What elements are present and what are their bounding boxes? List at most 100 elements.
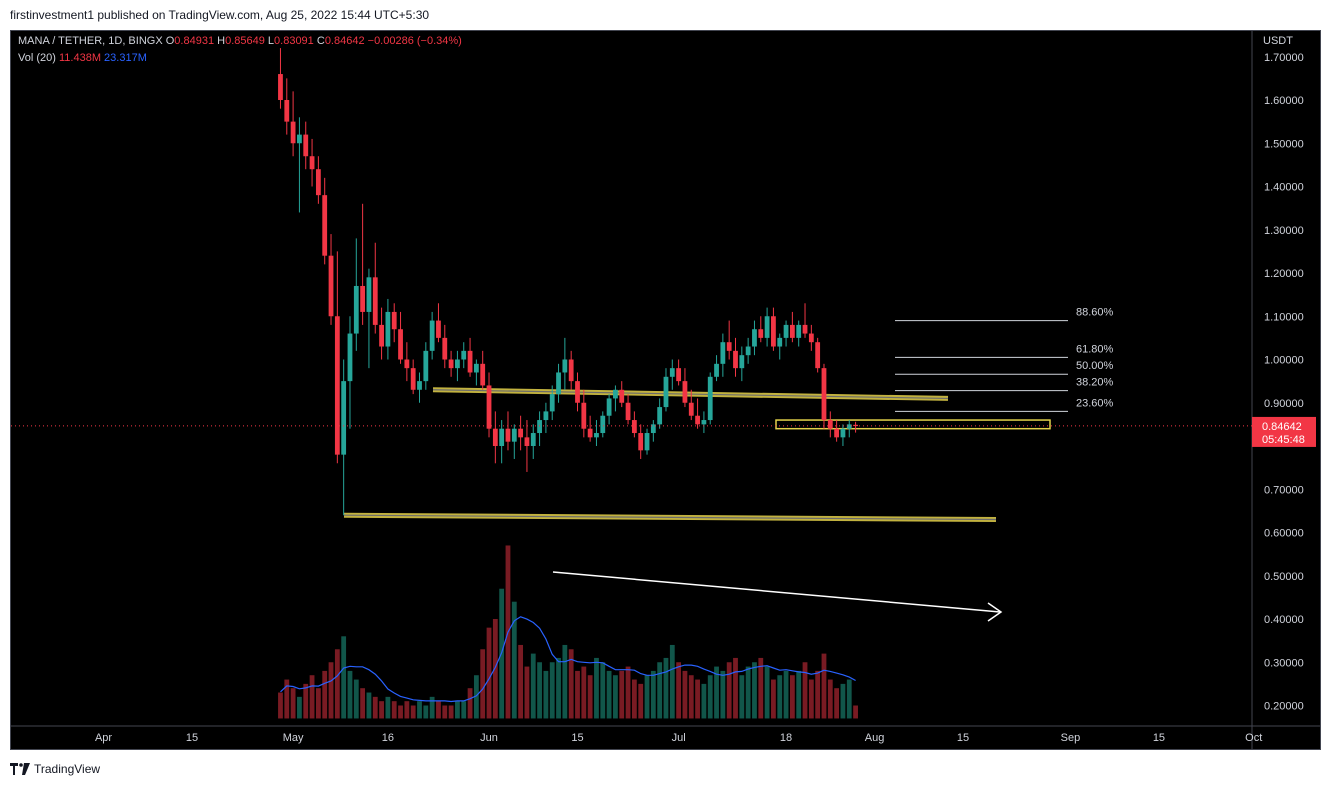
- candle: [511, 424, 517, 459]
- volume-bar: [840, 683, 846, 719]
- candle-body: [758, 329, 764, 338]
- candle: [556, 363, 561, 403]
- candle-body: [410, 368, 416, 390]
- volume-bar: [410, 705, 416, 719]
- candle: [429, 311, 435, 360]
- candle-body: [771, 316, 776, 347]
- volume-bar: [353, 679, 359, 719]
- volume-bar: [802, 662, 808, 719]
- candle: [650, 420, 656, 442]
- candle-body: [417, 381, 422, 390]
- candle-body: [423, 350, 429, 382]
- candle-body: [707, 376, 713, 421]
- candle-body: [676, 368, 682, 382]
- candle: [461, 342, 467, 369]
- candle: [669, 359, 675, 390]
- candle: [771, 307, 776, 351]
- candle: [587, 415, 593, 442]
- close-value: 0.84642: [324, 35, 365, 47]
- price-tick-label: 1.20000: [1264, 268, 1304, 280]
- candle-body: [334, 316, 340, 455]
- volume-bar: [309, 675, 315, 719]
- candle-body: [846, 424, 852, 429]
- volume-bar: [455, 701, 460, 719]
- volume-bar: [284, 679, 290, 719]
- candle-body: [606, 398, 612, 416]
- time-tick-label: May: [283, 732, 304, 744]
- volume-bar: [391, 701, 397, 719]
- volume-bar: [467, 688, 473, 719]
- footer-bar: [0, 752, 1331, 786]
- volume-bar: [613, 675, 618, 719]
- volume-bar: [334, 649, 340, 719]
- candle-body: [575, 381, 580, 403]
- candle-body: [290, 121, 296, 144]
- volume-bar: [347, 670, 353, 719]
- volume-bar: [290, 688, 296, 719]
- volume-bar: [733, 657, 738, 719]
- candle-body: [436, 320, 441, 338]
- candle: [802, 303, 808, 338]
- candle-body: [682, 381, 688, 403]
- volume-bar: [739, 675, 745, 719]
- volume-bar: [783, 670, 789, 719]
- volume-bar: [644, 675, 650, 719]
- volume-bar: [278, 692, 283, 719]
- candle-body: [486, 385, 492, 429]
- price-tick-label: 0.30000: [1264, 657, 1304, 669]
- candle: [467, 337, 473, 377]
- volume-bar: [777, 675, 783, 719]
- tradingview-brand: TradingView: [34, 762, 101, 776]
- channel-lower-line: [343, 512, 997, 523]
- volume-bar: [657, 662, 663, 719]
- candle-body: [568, 359, 574, 382]
- volume-bar: [752, 662, 757, 719]
- volume-bar: [587, 675, 593, 719]
- candle: [492, 411, 498, 464]
- candle-body: [581, 402, 587, 429]
- volume-bar: [834, 688, 840, 719]
- volume-bar: [663, 657, 669, 719]
- candle: [720, 333, 726, 377]
- volume-bar: [461, 701, 467, 719]
- candle: [783, 320, 789, 347]
- candle-body: [353, 285, 359, 334]
- volume-bar: [581, 666, 587, 719]
- volume-bar: [360, 688, 366, 719]
- volume-bar: [625, 666, 631, 719]
- candle-body: [297, 134, 302, 144]
- time-axis: Apr 15 May 16 Jun 15 Jul 18 Aug 15 Sep 15 Oct: [95, 732, 1262, 744]
- candle: [821, 363, 827, 429]
- volume-bar: [537, 662, 542, 719]
- candle: [644, 428, 650, 455]
- candle: [707, 372, 713, 425]
- candle-body: [315, 169, 321, 196]
- tradingview-logo[interactable]: TradingView: [10, 762, 100, 776]
- candle-body: [657, 407, 663, 425]
- candle: [524, 420, 530, 472]
- candle: [455, 350, 460, 382]
- time-tick-label: Apr: [95, 732, 112, 744]
- candle-body: [303, 134, 309, 157]
- fib-level-label: 50.00%: [1076, 360, 1114, 372]
- volume-ma-value: 23.317M: [104, 52, 147, 64]
- candle-body: [619, 389, 625, 403]
- candle: [417, 372, 422, 403]
- open-label: O: [165, 35, 175, 47]
- candle-body: [499, 428, 505, 446]
- open-value: 0.84931: [174, 35, 215, 47]
- volume-bar: [821, 653, 827, 719]
- candle-body: [821, 368, 827, 421]
- candle: [745, 337, 751, 364]
- volume-bar: [530, 653, 536, 719]
- candle-body: [328, 255, 334, 317]
- channel-upper-line: [432, 387, 949, 401]
- candle: [379, 307, 384, 360]
- candle: [341, 359, 347, 516]
- candle: [676, 359, 682, 386]
- price-axis: 1.70000 1.60000 1.50000 1.40000 1.30000 1.200…: [11, 31, 1320, 749]
- candle-body: [726, 342, 732, 351]
- candle: [278, 48, 283, 109]
- candle: [796, 320, 802, 347]
